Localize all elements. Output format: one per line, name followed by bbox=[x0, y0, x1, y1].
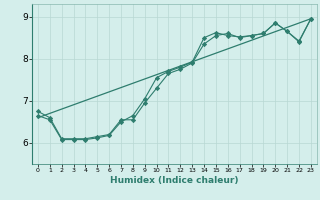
X-axis label: Humidex (Indice chaleur): Humidex (Indice chaleur) bbox=[110, 176, 239, 185]
